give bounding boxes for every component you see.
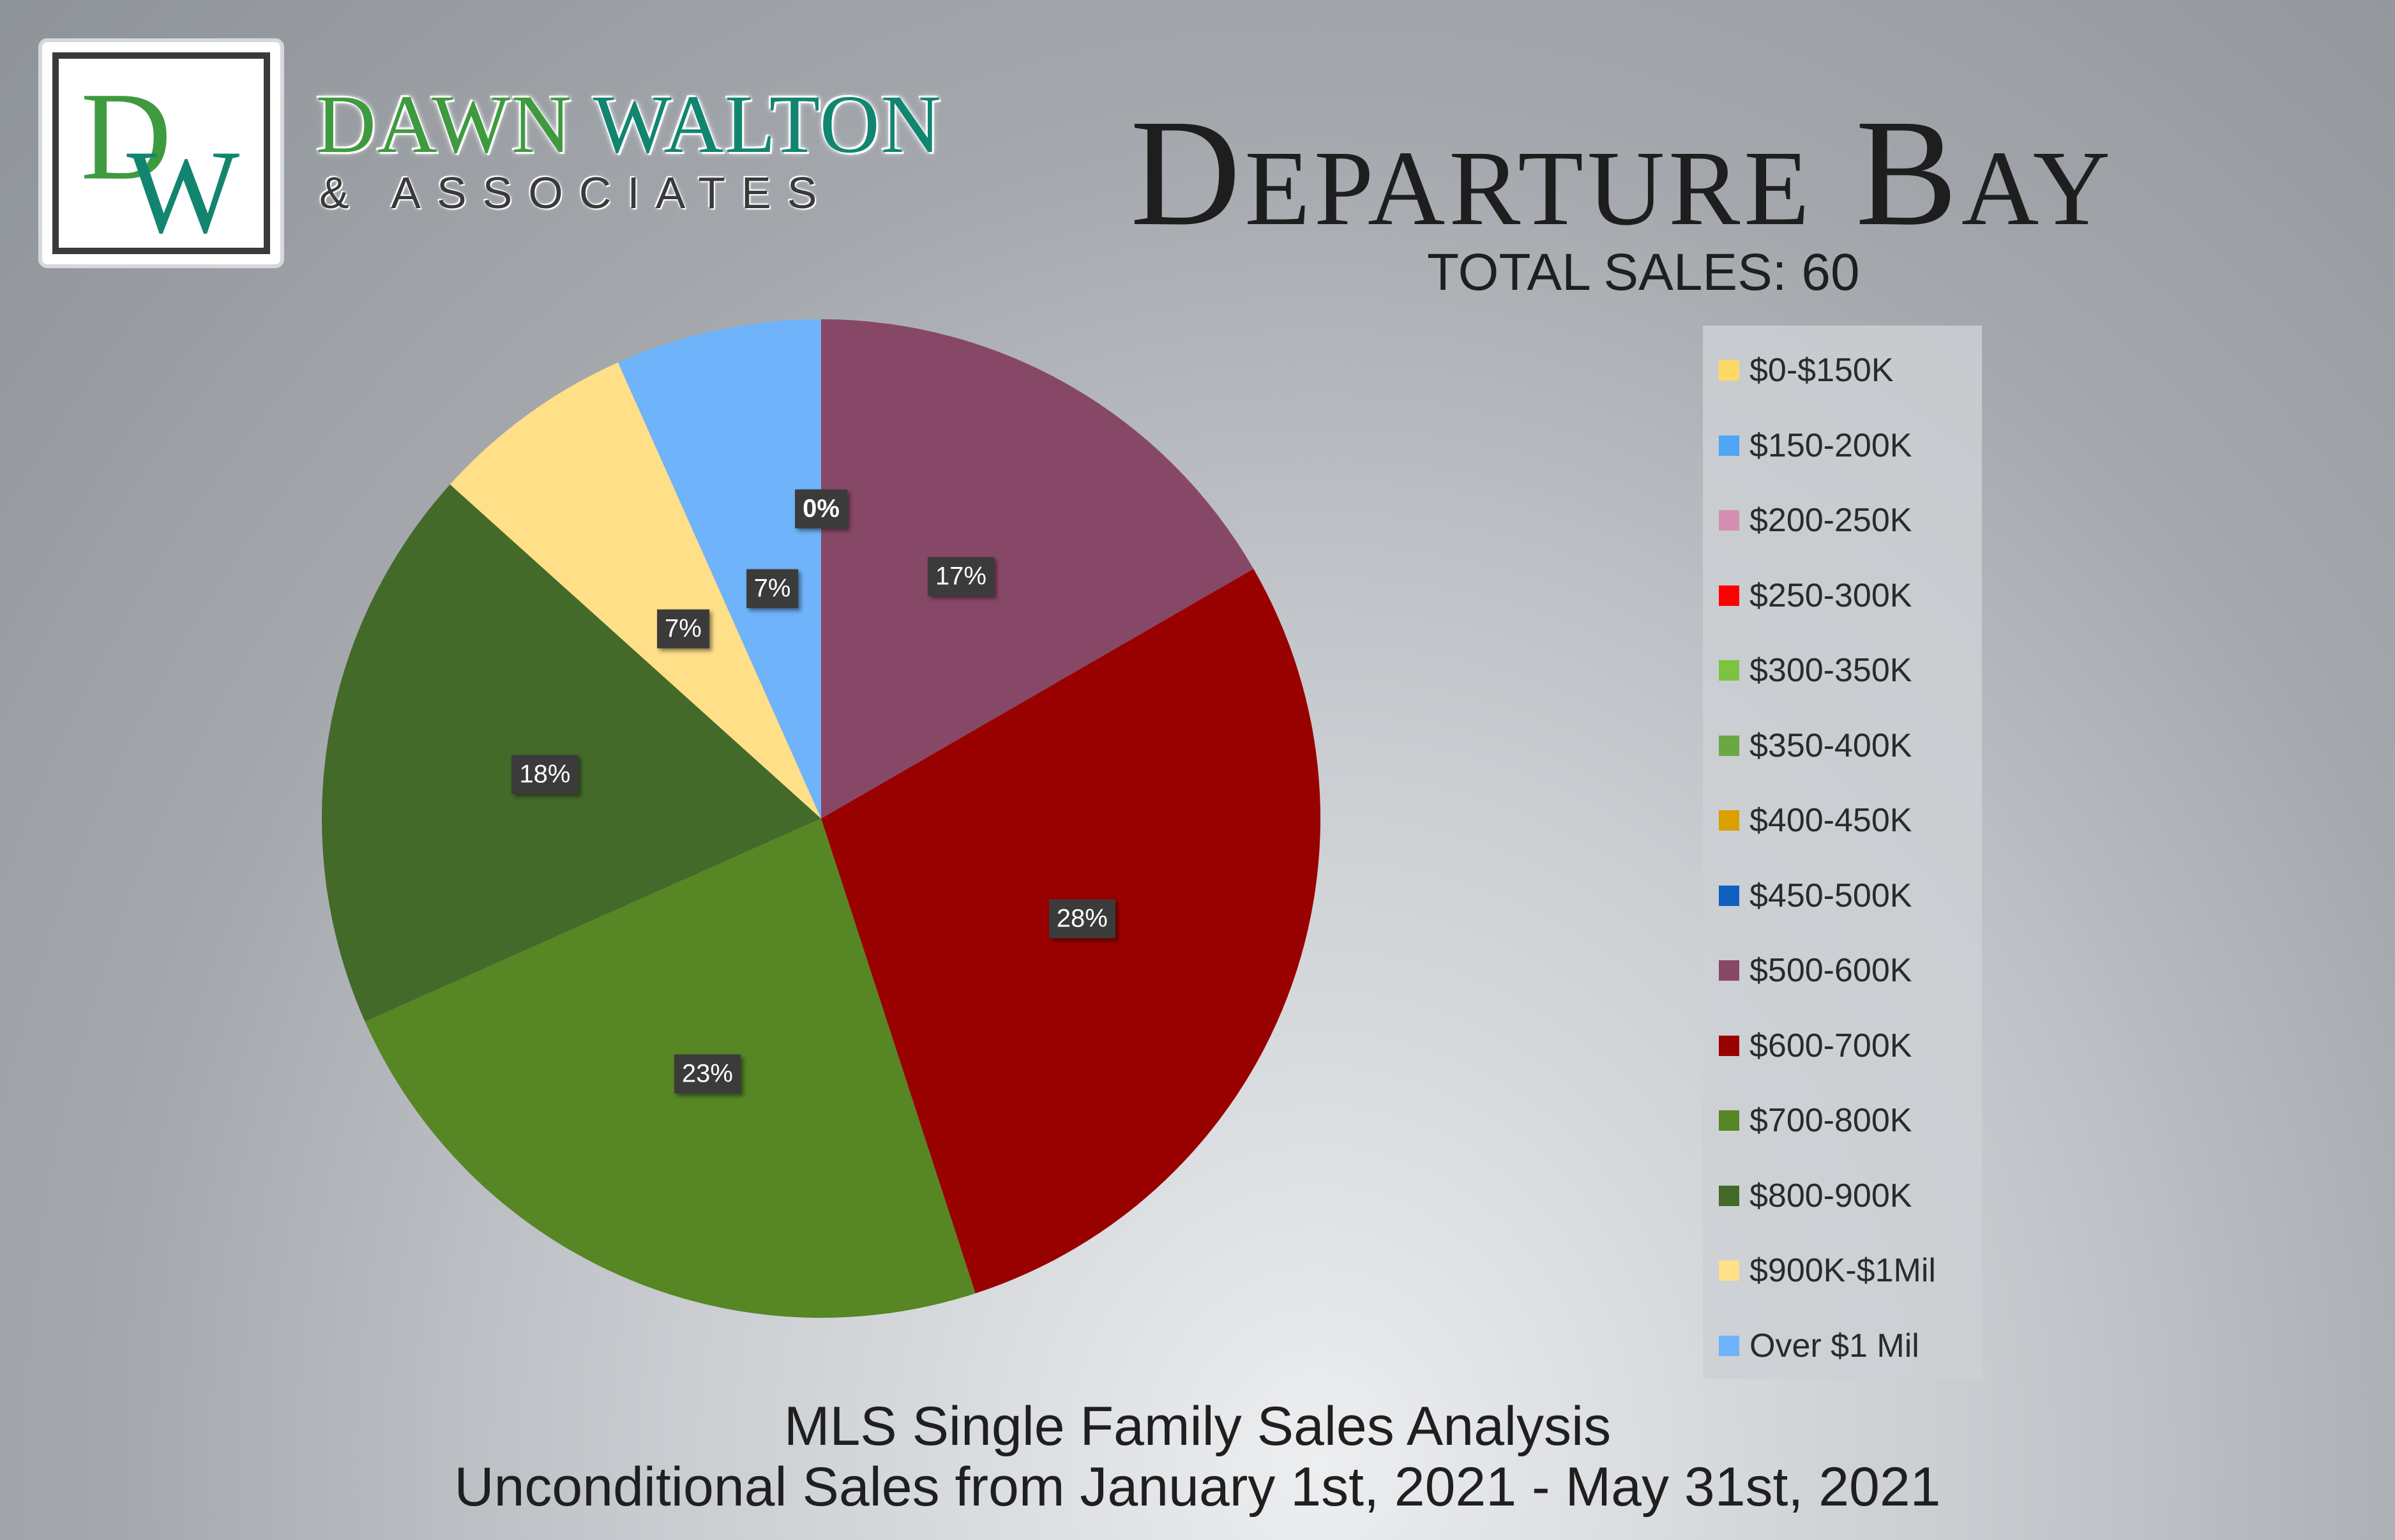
data-label-500-600k: 17% [927,557,994,596]
legend-swatch [1719,1110,1739,1131]
legend-label: $250-300K [1749,577,1912,614]
data-label-700-800k: 23% [674,1054,741,1094]
legend-item-600-700k: $600-700K [1719,1027,1912,1065]
legend-swatch [1719,1260,1739,1281]
legend-label: $450-500K [1749,877,1912,914]
legend-swatch [1719,1035,1739,1056]
legend-label: $600-700K [1749,1027,1912,1064]
legend-item-200-250k: $200-250K [1719,501,1912,540]
legend-label: $350-400K [1749,727,1912,764]
legend-item-800-900k: $800-900K [1719,1177,1912,1215]
legend-label: $300-350K [1749,652,1912,689]
legend-label: Over $1 Mil [1749,1327,1919,1364]
legend-item-700-800k: $700-800K [1719,1101,1912,1140]
legend-label: $150-200K [1749,427,1912,464]
legend-item-0-150k: $0-$150K [1719,351,1894,389]
legend-label: $900K-$1Mil [1749,1252,1936,1289]
legend-swatch [1719,585,1739,606]
data-label-over-1-mil: 7% [746,569,799,608]
brand-name-last: WALTON [593,79,942,170]
logo-frame: D W [52,52,270,254]
legend-label: $800-900K [1749,1177,1912,1214]
chart-subtitle-1: MLS Single Family Sales Analysis [783,1396,1612,1457]
pie-slice-over-1-mil [617,319,821,819]
legend-item-over-1-mil: Over $1 Mil [1719,1327,1919,1365]
legend-swatch [1719,1185,1739,1206]
legend-item-900k-1mil: $900K-$1Mil [1719,1251,1936,1290]
total-sales: TOTAL SALES: 60 [1427,243,1860,301]
pie-slice-900k-1mil [450,362,821,819]
legend-item-500-600k: $500-600K [1719,951,1912,990]
legend-label: $400-450K [1749,802,1912,839]
legend-item-300-350k: $300-350K [1719,651,1912,690]
legend-swatch [1719,810,1739,831]
brand-name-first: DAWN [316,79,573,170]
legend-swatch [1719,360,1739,381]
legend-label: $500-600K [1749,952,1912,989]
logo: D W [38,38,284,268]
legend-swatch [1719,885,1739,906]
pie-slice-800-900k [321,484,821,1022]
legend-swatch [1719,435,1739,456]
legend-label: $0-$150K [1749,352,1894,389]
chart-subtitle-2: Unconditional Sales from January 1st, 20… [454,1456,1941,1518]
data-label-800-900k: 18% [511,755,578,794]
legend-label: $700-800K [1749,1102,1912,1139]
legend-swatch [1719,1335,1739,1356]
pie-slice-500-600k [821,319,1254,819]
legend-label: $200-250K [1749,502,1912,539]
legend-item-350-400k: $350-400K [1719,727,1912,765]
legend: $0-$150K $150-200K $200-250K $250-300K $300-… [1703,326,1982,1379]
monogram-d: D [80,66,172,206]
data-label-zero-categories: 0% [795,489,847,529]
legend-swatch [1719,510,1739,531]
brand-subline: & ASSOCIATES [319,168,833,218]
dw-monogram: D W [80,66,239,248]
legend-item-150-200k: $150-200K [1719,427,1912,465]
data-label-600-700k: 28% [1048,899,1115,939]
page-title: Departure Bay [1130,87,2115,257]
legend-item-400-450k: $400-450K [1719,801,1912,840]
legend-swatch [1719,960,1739,981]
legend-item-450-500k: $450-500K [1719,877,1912,915]
data-label-900k-1mil: 7% [657,609,709,649]
legend-item-250-300k: $250-300K [1719,577,1912,615]
brand-name: DAWN WALTON [316,83,942,166]
pie-slice-700-800k [365,819,976,1318]
monogram-w: W [126,125,239,248]
legend-swatch [1719,735,1739,756]
legend-swatch [1719,660,1739,681]
